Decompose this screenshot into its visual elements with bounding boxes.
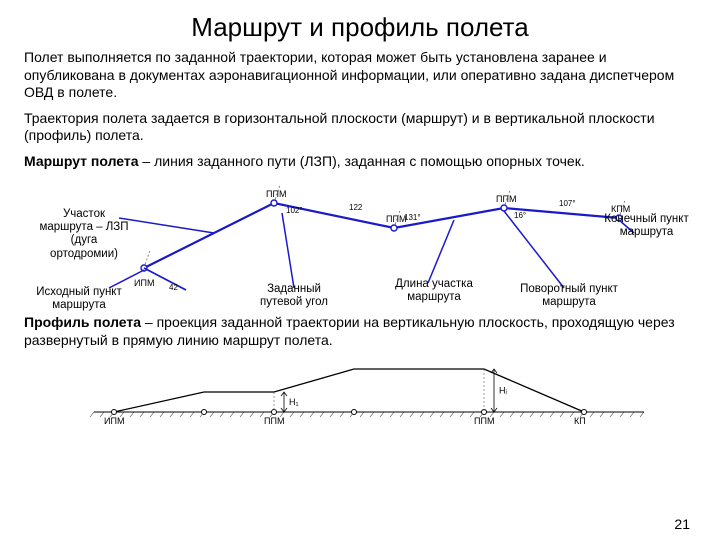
callout-turn: Поворотный пункт маршрута — [514, 283, 624, 309]
svg-text:131°: 131° — [404, 213, 421, 222]
route-def-term: Маршрут полета — [24, 153, 139, 169]
profile-diagram: ИПМ ППМ ППМ КП H₁ Hᵢ — [24, 357, 696, 429]
svg-text:H₁: H₁ — [289, 397, 299, 407]
page-number: 21 — [674, 516, 690, 532]
svg-text:ИПМ: ИПМ — [134, 278, 154, 288]
svg-text:122: 122 — [349, 203, 363, 212]
profile-def-term: Профиль полета — [24, 314, 141, 330]
route-diagram-wrap: ИПМППМППМППМКПМ42102°122131°16°107° Учас… — [24, 178, 696, 308]
route-def-text: – линия заданного пути (ЛЗП), заданная с… — [139, 153, 585, 169]
svg-text:ИПМ: ИПМ — [104, 416, 124, 426]
callout-segment: Участок маршрута – ЛЗП (дуга ортодромии) — [39, 208, 129, 261]
intro-paragraph-1: Полет выполняется по заданной траектории… — [24, 49, 696, 102]
svg-text:42: 42 — [169, 283, 178, 292]
page-title: Маршрут и профиль полета — [24, 12, 696, 43]
svg-text:ППМ: ППМ — [264, 416, 284, 426]
callout-heading: Заданный путевой угол — [249, 283, 339, 309]
profile-definition: Профиль полета – проекция заданной траек… — [24, 314, 696, 349]
svg-text:16°: 16° — [514, 211, 526, 220]
svg-text:ППМ: ППМ — [474, 416, 494, 426]
route-definition: Маршрут полета – линия заданного пути (Л… — [24, 153, 696, 171]
svg-text:107°: 107° — [559, 199, 576, 208]
svg-text:102°: 102° — [286, 206, 303, 215]
svg-text:КП: КП — [574, 416, 586, 426]
callout-start: Исходный пункт маршрута — [24, 286, 134, 312]
callout-seglen: Длина участка маршрута — [384, 278, 484, 304]
svg-text:ППМ: ППМ — [496, 194, 516, 204]
profile-diagram-wrap: ИПМ ППМ ППМ КП H₁ Hᵢ — [24, 357, 696, 429]
svg-text:Hᵢ: Hᵢ — [499, 386, 507, 396]
svg-text:ППМ: ППМ — [266, 189, 286, 199]
intro-paragraph-2: Траектория полета задается в горизонталь… — [24, 110, 696, 145]
callout-end: Конечный пункт маршрута — [599, 213, 694, 239]
